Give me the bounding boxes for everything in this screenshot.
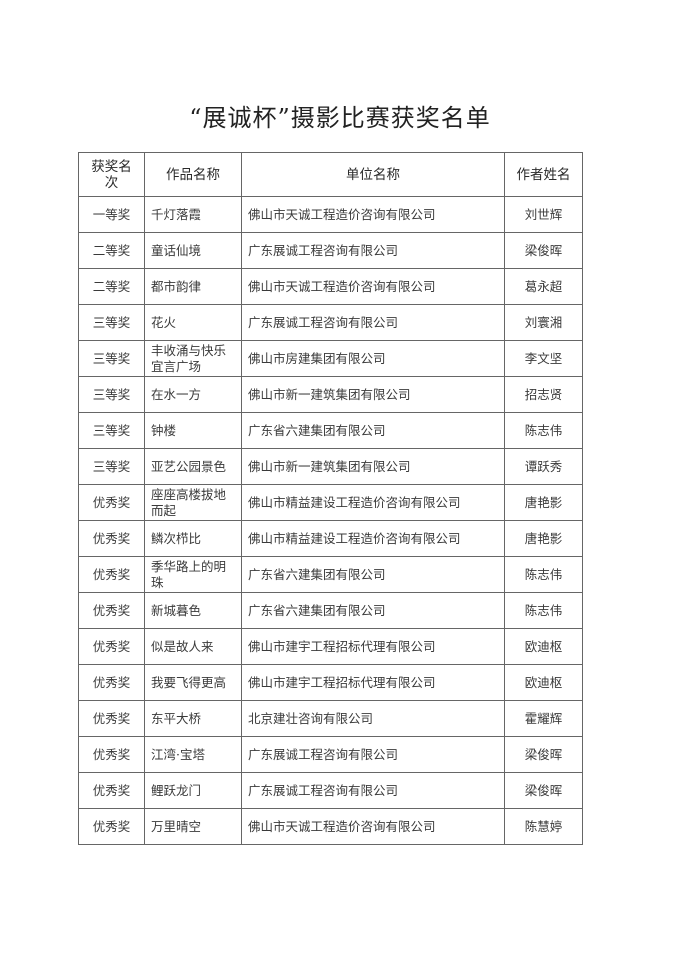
work-title-cell: 在水一方 <box>144 376 242 413</box>
rank-cell: 二等奖 <box>78 268 145 305</box>
table-row: 优秀奖 新城暮色 广东省六建集团有限公司 陈志伟 <box>78 592 583 629</box>
rank-cell: 二等奖 <box>78 232 145 269</box>
work-title-cell: 钟楼 <box>144 412 242 449</box>
author-cell: 欧迪枢 <box>504 664 583 701</box>
rank-cell: 三等奖 <box>78 376 145 413</box>
work-title-cell: 花火 <box>144 304 242 341</box>
author-cell: 刘寰湘 <box>504 304 583 341</box>
organization-cell: 佛山市建宇工程招标代理有限公司 <box>241 664 505 701</box>
rank-cell: 优秀奖 <box>78 628 145 665</box>
work-title-cell: 季华路上的明珠 <box>144 556 242 593</box>
work-title-cell: 亚艺公园景色 <box>144 448 242 485</box>
organization-cell: 广东省六建集团有限公司 <box>241 412 505 449</box>
rank-cell: 优秀奖 <box>78 664 145 701</box>
organization-cell: 北京建壮咨询有限公司 <box>241 700 505 737</box>
organization-cell: 佛山市精益建设工程造价咨询有限公司 <box>241 484 505 521</box>
author-cell: 谭跃秀 <box>504 448 583 485</box>
organization-cell: 佛山市新一建筑集团有限公司 <box>241 448 505 485</box>
author-cell: 陈志伟 <box>504 556 583 593</box>
work-title-cell: 万里晴空 <box>144 808 242 845</box>
rank-cell: 三等奖 <box>78 448 145 485</box>
rank-cell: 优秀奖 <box>78 484 145 521</box>
rank-cell: 优秀奖 <box>78 592 145 629</box>
rank-cell: 优秀奖 <box>78 808 145 845</box>
header-author: 作者姓名 <box>504 152 583 197</box>
table-row: 一等奖 千灯落霞 佛山市天诚工程造价咨询有限公司 刘世辉 <box>78 196 583 233</box>
author-cell: 刘世辉 <box>504 196 583 233</box>
author-cell: 梁俊晖 <box>504 772 583 809</box>
table-row: 优秀奖 江湾·宝塔 广东展诚工程咨询有限公司 梁俊晖 <box>78 736 583 773</box>
table-row: 二等奖 童话仙境 广东展诚工程咨询有限公司 梁俊晖 <box>78 232 583 269</box>
table-row: 优秀奖 鲤跃龙门 广东展诚工程咨询有限公司 梁俊晖 <box>78 772 583 809</box>
rank-cell: 优秀奖 <box>78 556 145 593</box>
organization-cell: 广东省六建集团有限公司 <box>241 556 505 593</box>
work-title-cell: 童话仙境 <box>144 232 242 269</box>
work-title-cell: 座座高楼拔地而起 <box>144 484 242 521</box>
work-title-cell: 鲤跃龙门 <box>144 772 242 809</box>
organization-cell: 广东展诚工程咨询有限公司 <box>241 736 505 773</box>
organization-cell: 广东展诚工程咨询有限公司 <box>241 304 505 341</box>
awards-table: 获奖名次 作品名称 单位名称 作者姓名 一等奖 千灯落霞 佛山市天诚工程造价咨询有限… <box>78 152 583 845</box>
work-title-cell: 我要飞得更高 <box>144 664 242 701</box>
table-header-row: 获奖名次 作品名称 单位名称 作者姓名 <box>78 152 583 197</box>
author-cell: 李文坚 <box>504 340 583 377</box>
author-cell: 唐艳影 <box>504 484 583 521</box>
author-cell: 欧迪枢 <box>504 628 583 665</box>
rank-cell: 优秀奖 <box>78 520 145 557</box>
header-work-title: 作品名称 <box>144 152 242 197</box>
header-organization: 单位名称 <box>241 152 505 197</box>
table-row: 三等奖 钟楼 广东省六建集团有限公司 陈志伟 <box>78 412 583 449</box>
rank-cell: 优秀奖 <box>78 700 145 737</box>
table-row: 优秀奖 座座高楼拔地而起 佛山市精益建设工程造价咨询有限公司 唐艳影 <box>78 484 583 521</box>
header-rank: 获奖名次 <box>78 152 145 197</box>
table-row: 优秀奖 鳞次栉比 佛山市精益建设工程造价咨询有限公司 唐艳影 <box>78 520 583 557</box>
table-row: 三等奖 花火 广东展诚工程咨询有限公司 刘寰湘 <box>78 304 583 341</box>
rank-cell: 优秀奖 <box>78 772 145 809</box>
author-cell: 霍耀辉 <box>504 700 583 737</box>
author-cell: 梁俊晖 <box>504 736 583 773</box>
work-title-cell: 都市韵律 <box>144 268 242 305</box>
organization-cell: 佛山市天诚工程造价咨询有限公司 <box>241 268 505 305</box>
table-row: 三等奖 亚艺公园景色 佛山市新一建筑集团有限公司 谭跃秀 <box>78 448 583 485</box>
rank-cell: 三等奖 <box>78 412 145 449</box>
author-cell: 招志贤 <box>504 376 583 413</box>
work-title-cell: 鳞次栉比 <box>144 520 242 557</box>
author-cell: 陈志伟 <box>504 592 583 629</box>
work-title-cell: 东平大桥 <box>144 700 242 737</box>
organization-cell: 佛山市精益建设工程造价咨询有限公司 <box>241 520 505 557</box>
organization-cell: 广东展诚工程咨询有限公司 <box>241 232 505 269</box>
rank-cell: 三等奖 <box>78 304 145 341</box>
table-row: 优秀奖 东平大桥 北京建壮咨询有限公司 霍耀辉 <box>78 700 583 737</box>
rank-cell: 一等奖 <box>78 196 145 233</box>
author-cell: 陈慧婷 <box>504 808 583 845</box>
work-title-cell: 似是故人来 <box>144 628 242 665</box>
work-title-cell: 江湾·宝塔 <box>144 736 242 773</box>
rank-cell: 三等奖 <box>78 340 145 377</box>
organization-cell: 佛山市新一建筑集团有限公司 <box>241 376 505 413</box>
organization-cell: 佛山市天诚工程造价咨询有限公司 <box>241 808 505 845</box>
organization-cell: 佛山市建宇工程招标代理有限公司 <box>241 628 505 665</box>
table-row: 三等奖 丰收涌与快乐宜言广场 佛山市房建集团有限公司 李文坚 <box>78 340 583 377</box>
organization-cell: 广东展诚工程咨询有限公司 <box>241 772 505 809</box>
organization-cell: 佛山市天诚工程造价咨询有限公司 <box>241 196 505 233</box>
author-cell: 梁俊晖 <box>504 232 583 269</box>
table-row: 三等奖 在水一方 佛山市新一建筑集团有限公司 招志贤 <box>78 376 583 413</box>
organization-cell: 佛山市房建集团有限公司 <box>241 340 505 377</box>
author-cell: 葛永超 <box>504 268 583 305</box>
table-row: 优秀奖 季华路上的明珠 广东省六建集团有限公司 陈志伟 <box>78 556 583 593</box>
page-title: “展诚杯”摄影比赛获奖名单 <box>189 104 491 132</box>
work-title-cell: 新城暮色 <box>144 592 242 629</box>
rank-cell: 优秀奖 <box>78 736 145 773</box>
table-row: 优秀奖 似是故人来 佛山市建宇工程招标代理有限公司 欧迪枢 <box>78 628 583 665</box>
author-cell: 唐艳影 <box>504 520 583 557</box>
organization-cell: 广东省六建集团有限公司 <box>241 592 505 629</box>
table-row: 优秀奖 我要飞得更高 佛山市建宇工程招标代理有限公司 欧迪枢 <box>78 664 583 701</box>
work-title-cell: 千灯落霞 <box>144 196 242 233</box>
author-cell: 陈志伟 <box>504 412 583 449</box>
work-title-cell: 丰收涌与快乐宜言广场 <box>144 340 242 377</box>
table-row: 优秀奖 万里晴空 佛山市天诚工程造价咨询有限公司 陈慧婷 <box>78 808 583 845</box>
table-row: 二等奖 都市韵律 佛山市天诚工程造价咨询有限公司 葛永超 <box>78 268 583 305</box>
